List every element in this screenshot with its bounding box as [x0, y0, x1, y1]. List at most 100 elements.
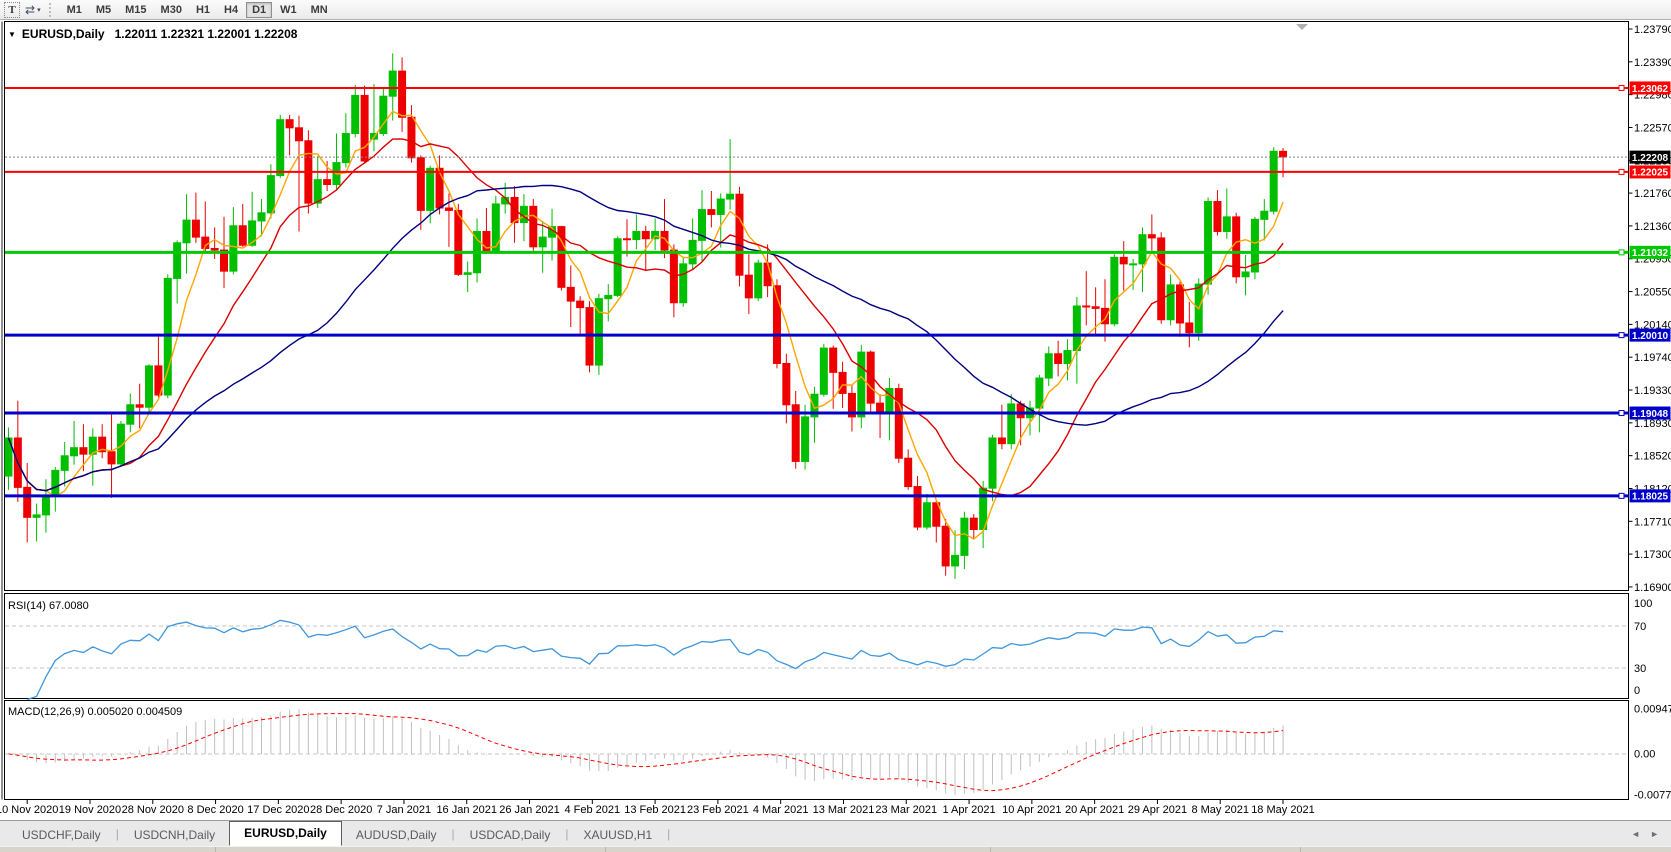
chart-tab-XAUUSD-H1[interactable]: XAUUSD,H1	[583, 828, 653, 842]
timeframe-button-MN[interactable]: MN	[310, 3, 328, 16]
rsi-line	[26, 619, 1284, 701]
chart-tab-bar: USDCHF,Daily | USDCNH,Daily EURUSD,Daily AUD…	[0, 820, 1671, 846]
rsi-indicator-label: RSI(14) 67.0080	[8, 600, 89, 612]
chart-tab-EURUSD-Daily[interactable]: EURUSD,Daily	[229, 821, 342, 846]
svg-text:10 Nov 2020: 10 Nov 2020	[0, 804, 58, 816]
chart-ohlc-quote: 1.22011 1.22321 1.22001 1.22208	[114, 27, 298, 41]
svg-text:10 Apr 2021: 10 Apr 2021	[1002, 804, 1061, 816]
chart-area: 1.237901.233901.229801.225701.221601.217…	[0, 20, 1671, 820]
moving-averages-layer	[7, 110, 1284, 540]
chart-tab-USDCNH-Daily[interactable]: USDCNH,Daily	[133, 828, 216, 842]
text-tool-button[interactable]: T	[4, 1, 20, 18]
svg-text:4 Mar 2021: 4 Mar 2021	[753, 804, 809, 816]
svg-text:1.17300: 1.17300	[1634, 549, 1671, 561]
svg-text:26 Jan 2021: 26 Jan 2021	[499, 804, 560, 816]
svg-text:1.18025: 1.18025	[1632, 492, 1669, 503]
svg-text:0: 0	[1634, 685, 1640, 697]
svg-text:1.22025: 1.22025	[1632, 168, 1669, 179]
timeframe-button-M5[interactable]: M5	[95, 3, 112, 16]
svg-text:16 Jan 2021: 16 Jan 2021	[436, 804, 497, 816]
timeframe-button-D1[interactable]: D1	[246, 1, 273, 18]
tab-scroll-left-icon[interactable]: ◄	[1631, 828, 1641, 839]
svg-text:1.22570: 1.22570	[1634, 122, 1671, 134]
svg-text:13 Feb 2021: 13 Feb 2021	[624, 804, 686, 816]
timeframe-buttons: M1 M5 M15 M30 H1 H4 D1 W1 MN	[60, 1, 335, 18]
ma-13-line	[7, 138, 1284, 497]
arrange-windows-button[interactable]: ⇄ ▾	[22, 2, 44, 18]
svg-text:1.23790: 1.23790	[1634, 24, 1671, 36]
svg-text:1.23390: 1.23390	[1634, 57, 1671, 69]
chart-shift-marker-icon	[1296, 24, 1308, 30]
dropdown-caret-icon: ▾	[37, 6, 41, 14]
tab-divider: |	[115, 826, 119, 841]
svg-text:20 Apr 2021: 20 Apr 2021	[1065, 804, 1124, 816]
svg-text:1.20550: 1.20550	[1634, 287, 1671, 299]
svg-text:0.00: 0.00	[1634, 748, 1655, 760]
chart-tab-USDCHF-Daily[interactable]: USDCHF,Daily	[22, 828, 101, 842]
svg-text:23 Feb 2021: 23 Feb 2021	[687, 804, 749, 816]
ma-34-line	[7, 184, 1284, 492]
svg-text:23 Mar 2021: 23 Mar 2021	[875, 804, 937, 816]
svg-text:29 Apr 2021: 29 Apr 2021	[1128, 804, 1187, 816]
svg-text:28 Dec 2020: 28 Dec 2020	[310, 804, 372, 816]
tab-scroll-buttons: ◄ ►	[1631, 829, 1671, 839]
chart-canvas[interactable]: 1.237901.233901.229801.225701.221601.217…	[0, 20, 1671, 820]
svg-text:1.19048: 1.19048	[1632, 409, 1669, 420]
toolbar-separator	[48, 2, 54, 17]
tab-divider: |	[565, 826, 569, 841]
tab-divider: |	[451, 826, 455, 841]
timeframe-button-M30[interactable]: M30	[160, 3, 182, 16]
svg-text:7 Jan 2021: 7 Jan 2021	[377, 804, 431, 816]
svg-text:0.009478: 0.009478	[1634, 704, 1671, 716]
timeframe-button-W1[interactable]: W1	[280, 3, 297, 16]
svg-text:-0.007776: -0.007776	[1634, 790, 1671, 802]
svg-text:1.21032: 1.21032	[1632, 248, 1669, 259]
svg-text:70: 70	[1634, 621, 1646, 633]
macd-pane: 0.009478 0.00 -0.007776	[5, 704, 1671, 802]
ma-5-line	[7, 110, 1284, 540]
svg-text:1.18520: 1.18520	[1634, 451, 1671, 463]
svg-text:28 Nov 2020: 28 Nov 2020	[122, 804, 184, 816]
svg-text:8 May 2021: 8 May 2021	[1191, 804, 1248, 816]
rsi-pane: 100 70 30 0	[5, 598, 1652, 701]
svg-text:1.18930: 1.18930	[1634, 418, 1671, 430]
svg-text:1.17710: 1.17710	[1634, 516, 1671, 528]
svg-text:100: 100	[1634, 598, 1652, 610]
svg-text:1.20010: 1.20010	[1632, 331, 1669, 342]
svg-text:1.21360: 1.21360	[1634, 221, 1671, 233]
svg-text:1 Apr 2021: 1 Apr 2021	[942, 804, 995, 816]
date-axis: 10 Nov 2020 19 Nov 2020 28 Nov 2020 8 Dec 2…	[0, 800, 1315, 816]
svg-text:8 Dec 2020: 8 Dec 2020	[187, 804, 243, 816]
chart-tab-AUDUSD-Daily[interactable]: AUDUSD,Daily	[355, 828, 437, 842]
timeframe-button-H1[interactable]: H1	[195, 3, 211, 16]
svg-text:1.16900: 1.16900	[1634, 582, 1671, 594]
chart-title: ▼ EURUSD,Daily 1.22011 1.22321 1.22001 1…	[8, 27, 297, 41]
horizontal-lines-layer: 1.23062 1.22025 1.21032 1.20010 1.19048 1.180…	[5, 81, 1671, 503]
chart-symbol-period: EURUSD,Daily	[21, 27, 105, 41]
macd-indicator-label: MACD(12,26,9) 0.005020 0.004509	[8, 706, 183, 718]
svg-text:13 Mar 2021: 13 Mar 2021	[813, 804, 875, 816]
tab-divider: |	[667, 826, 671, 841]
macd-signal-line	[8, 713, 1284, 792]
timeframe-button-M15[interactable]: M15	[125, 3, 147, 16]
timeframe-button-M1[interactable]: M1	[66, 3, 82, 16]
chart-tab-USDCAD-Daily[interactable]: USDCAD,Daily	[469, 828, 551, 842]
svg-text:4 Feb 2021: 4 Feb 2021	[564, 804, 620, 816]
status-strip	[0, 846, 1671, 852]
svg-text:1.23062: 1.23062	[1632, 84, 1669, 95]
svg-text:18 May 2021: 18 May 2021	[1251, 804, 1315, 816]
chart-menu-caret-icon[interactable]: ▼	[8, 29, 16, 39]
svg-text:30: 30	[1634, 663, 1646, 675]
svg-text:1.20140: 1.20140	[1634, 319, 1671, 331]
toolbar: T ⇄ ▾ M1 M5 M15 M30 H1 H4 D1 W1 MN	[0, 0, 1671, 20]
svg-text:1.19740: 1.19740	[1634, 352, 1671, 364]
arrange-windows-icon: ⇄	[25, 2, 36, 17]
timeframe-button-H4[interactable]: H4	[224, 3, 239, 16]
svg-text:1.22208: 1.22208	[1632, 153, 1669, 164]
svg-text:19 Nov 2020: 19 Nov 2020	[59, 804, 121, 816]
svg-text:1.19330: 1.19330	[1634, 385, 1671, 397]
svg-text:17 Dec 2020: 17 Dec 2020	[247, 804, 309, 816]
tab-scroll-right-icon[interactable]: ►	[1650, 828, 1659, 839]
svg-text:1.21760: 1.21760	[1634, 188, 1671, 200]
